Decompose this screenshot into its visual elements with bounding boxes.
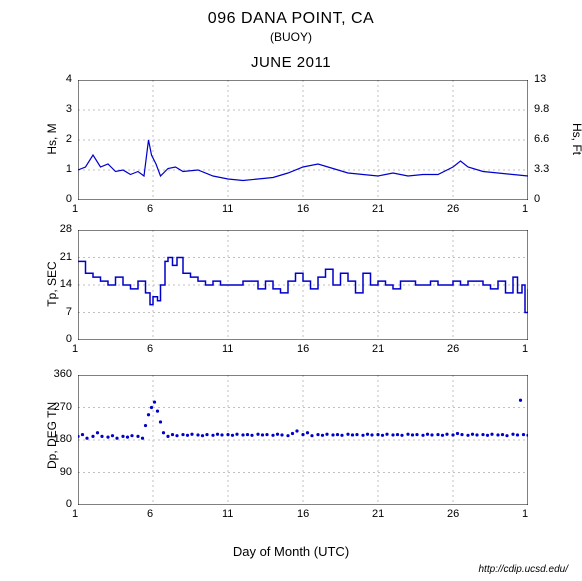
page: 096 DANA POINT, CA (BUOY) JUNE 2011 0123…	[0, 0, 582, 581]
xtick: 26	[447, 508, 459, 520]
ytick: 1	[66, 163, 72, 175]
subtitle: (BUOY)	[0, 28, 582, 44]
xtick: 26	[447, 343, 459, 355]
ytick-right: 3.3	[534, 163, 549, 175]
ylabel-left: Dp, DEG TN	[45, 409, 59, 469]
ytick: 4	[66, 73, 72, 85]
xtick: 21	[372, 203, 384, 215]
panel-tp: 0714212816111621261Tp, SEC	[78, 230, 528, 340]
xtick: 1	[522, 343, 528, 355]
xtick: 1	[72, 508, 78, 520]
ytick-right: 0	[534, 193, 540, 205]
panel-hs: 0123403.36.69.81316111621261Hs, MHs, Ft	[78, 80, 528, 200]
xtick: 16	[297, 343, 309, 355]
xtick: 16	[297, 508, 309, 520]
ytick-right: 9.8	[534, 103, 549, 115]
xtick: 1	[522, 203, 528, 215]
xtick: 11	[222, 203, 233, 215]
month-title: JUNE 2011	[0, 44, 582, 71]
ytick: 7	[66, 306, 72, 318]
ytick: 21	[60, 251, 72, 263]
xtick: 1	[72, 343, 78, 355]
ytick: 2	[66, 133, 72, 145]
ylabel-right: Hs, Ft	[570, 114, 582, 164]
xtick: 21	[372, 343, 384, 355]
chart-svg-hs	[78, 80, 528, 200]
ytick: 14	[60, 278, 72, 290]
xtick: 26	[447, 203, 459, 215]
ytick: 360	[54, 368, 72, 380]
xtick: 6	[147, 508, 153, 520]
ytick: 3	[66, 103, 72, 115]
ytick-right: 6.6	[534, 133, 549, 145]
xtick: 1	[522, 508, 528, 520]
xtick: 6	[147, 203, 153, 215]
footer-url: http://cdip.ucsd.edu/	[478, 564, 568, 575]
xtick: 1	[72, 203, 78, 215]
xtick: 11	[222, 508, 233, 520]
ytick: 90	[60, 466, 72, 478]
ytick: 28	[60, 223, 72, 235]
ylabel-left: Tp, SEC	[45, 254, 59, 314]
chart-svg-dp	[78, 375, 528, 505]
panel-dp: 09018027036016111621261Dp, DEG TN	[78, 375, 528, 505]
ytick-right: 13	[534, 73, 546, 85]
main-title: 096 DANA POINT, CA	[0, 0, 582, 28]
xtick: 6	[147, 343, 153, 355]
x-axis-label: Day of Month (UTC)	[0, 544, 582, 559]
xtick: 21	[372, 508, 384, 520]
xtick: 16	[297, 203, 309, 215]
ylabel-left: Hs, M	[45, 109, 59, 169]
chart-svg-tp	[78, 230, 528, 340]
xtick: 11	[222, 343, 233, 355]
